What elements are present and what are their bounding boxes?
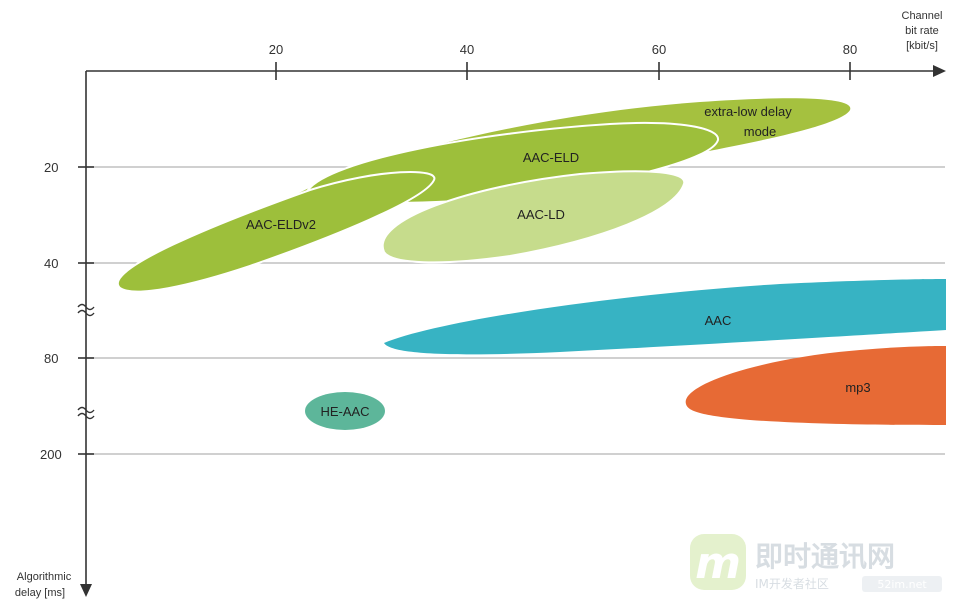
x-axis-title-line-1: Channel [902,10,943,22]
y-axis-arrow [80,584,92,597]
x-tick-label-20: 20 [269,42,283,57]
x-axis-arrow [933,65,946,77]
watermark-subtitle: IM开发者社区 [755,576,829,591]
x-axis-title-line-3: [kbit/s] [906,40,938,52]
watermark-logo-icon [690,534,746,590]
y-tick-label-20: 20 [44,160,58,175]
y-axis-break-1 [77,303,95,317]
x-tick-label-60: 60 [652,42,666,57]
y-tick-label-200: 200 [40,447,62,462]
y-axis-title-line-1: Algorithmic [17,571,72,583]
watermark-logo-letter: m [695,538,741,589]
x-tick-label-40: 40 [460,42,474,57]
label-aac: AAC [705,313,732,328]
region-aac-ld [381,170,686,264]
region-he-aac [305,392,385,430]
watermark-site-badge [862,576,942,592]
label-aac-ld: AAC-LD [517,207,565,222]
label-he-aac: HE-AAC [320,404,369,419]
y-tick-label-40: 40 [44,256,58,271]
watermark-title: 即时通讯网 [755,540,895,573]
watermark-site: 52im.net [877,578,927,591]
label-aac-eld: AAC-ELD [523,150,579,165]
y-axis-title-line-2: delay [ms] [15,587,65,599]
region-mp3 [685,346,946,425]
label-extra-low-delay-line-2: mode [744,124,777,139]
region-aac-eldv2 [116,171,436,293]
x-axis-title-line-2: bit rate [905,25,939,37]
region-aac [384,279,946,355]
label-extra-low-delay-line-1: extra-low delay [704,104,792,119]
label-aac-eldv2: AAC-ELDv2 [246,217,316,232]
x-tick-label-80: 80 [843,42,857,57]
y-axis-break-2 [77,406,95,420]
label-mp3: mp3 [845,380,870,395]
y-tick-label-80: 80 [44,351,58,366]
watermark: m 即时通讯网 IM开发者社区 52im.net [690,534,942,592]
